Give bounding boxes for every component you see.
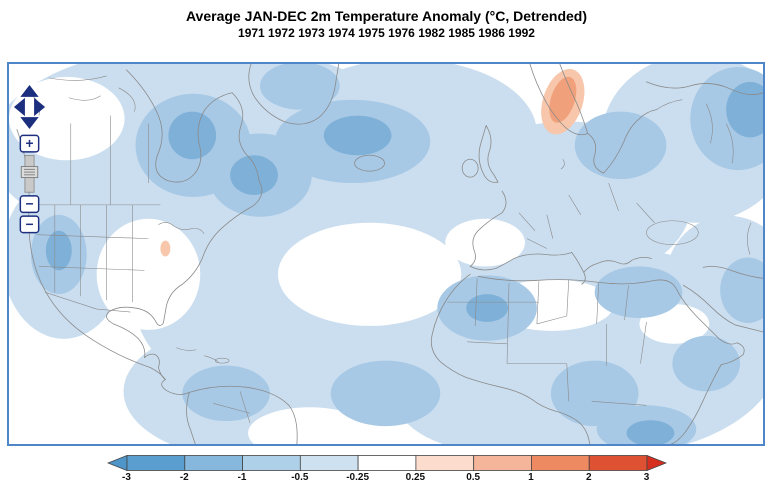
chart-subtitle-years: 1971 1972 1973 1974 1975 1976 1982 1985 …: [238, 26, 535, 40]
colorbar-band: [126, 455, 185, 471]
colorbar-left-arrow-icon: [106, 455, 127, 471]
map-viewport[interactable]: + − −: [7, 62, 765, 446]
colorbar-tick-label: -1: [237, 472, 247, 483]
colorbar-scale: [106, 455, 667, 471]
header: Average JAN-DEC 2m Temperature Anomaly (…: [0, 4, 773, 40]
pan-right-button[interactable]: [34, 97, 46, 117]
colorbar-tick-label: -3: [122, 472, 131, 483]
colorbar-band: [183, 455, 243, 471]
colorbar-band: [472, 455, 532, 471]
colorbar-band: [530, 455, 590, 471]
colorbar-right-arrow-icon: [646, 455, 667, 471]
pan-rosette: [13, 85, 46, 129]
colorbar-tick-label: 3: [643, 472, 650, 483]
zoom-in-button[interactable]: +: [19, 134, 40, 153]
zoom-out-icon: −: [25, 197, 33, 212]
zoom-out-secondary-icon: −: [25, 217, 33, 232]
colorbar-tick-label: 0.25: [405, 472, 426, 483]
zoom-slider-handle[interactable]: [20, 166, 39, 179]
colorbar-band: [588, 455, 647, 471]
coastline-layer: [16, 64, 763, 444]
colorbar-tick-labels: -3 -2 -1 -0.5 -0.25 0.25 0.5 1 2 3: [107, 472, 667, 486]
colorbar-tick-label: -0.25: [346, 472, 370, 483]
pan-down-button[interactable]: [20, 117, 39, 129]
zoom-out-button[interactable]: −: [19, 195, 40, 214]
pan-left-button[interactable]: [13, 97, 25, 117]
colorbar-tick-label: -2: [179, 472, 189, 483]
chart-title: Average JAN-DEC 2m Temperature Anomaly (…: [185, 8, 588, 24]
colorbar-tick-label: 1: [528, 472, 534, 483]
colorbar-band: [299, 455, 359, 471]
colorbar-tick-label: -0.5: [291, 472, 309, 483]
colorbar-tick-label: 0.5: [466, 472, 481, 483]
colorbar-band: [414, 455, 474, 471]
colorbar-band: [241, 455, 301, 471]
colorbar-band: [357, 455, 416, 471]
zoom-out-secondary-button[interactable]: −: [19, 215, 40, 234]
anomaly-shading-layer: [9, 64, 763, 444]
pan-up-button[interactable]: [20, 85, 39, 97]
zoom-in-icon: +: [25, 136, 33, 151]
colorbar-tick-label: 2: [585, 472, 592, 483]
pan-zoom-control: + − −: [13, 84, 47, 240]
colorbar-legend: -3 -2 -1 -0.5 -0.25 0.25 0.5 1 2 3: [106, 455, 667, 486]
map-svg[interactable]: [9, 64, 763, 444]
